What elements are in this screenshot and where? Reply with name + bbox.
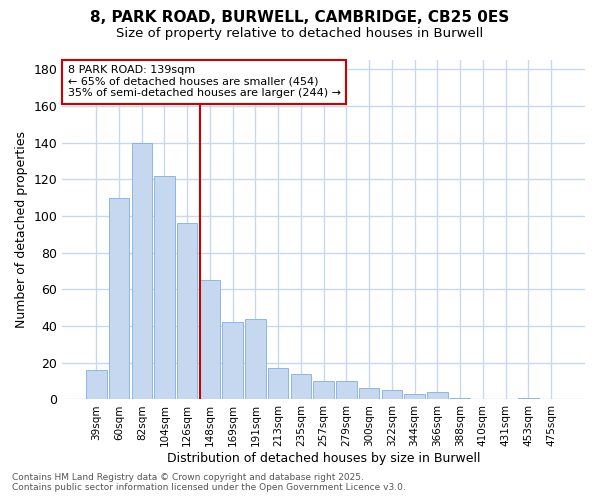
Bar	[268, 368, 289, 400]
Bar	[200, 280, 220, 400]
Text: 8 PARK ROAD: 139sqm
← 65% of detached houses are smaller (454)
35% of semi-detac: 8 PARK ROAD: 139sqm ← 65% of detached ho…	[68, 65, 341, 98]
Bar	[404, 394, 425, 400]
Bar	[177, 224, 197, 400]
Bar	[450, 398, 470, 400]
Bar	[427, 392, 448, 400]
Bar	[223, 322, 243, 400]
Bar	[382, 390, 402, 400]
Bar	[336, 381, 356, 400]
Bar	[359, 388, 379, 400]
Bar	[131, 142, 152, 400]
Text: Contains HM Land Registry data © Crown copyright and database right 2025.
Contai: Contains HM Land Registry data © Crown c…	[12, 473, 406, 492]
Bar	[313, 381, 334, 400]
Y-axis label: Number of detached properties: Number of detached properties	[15, 131, 28, 328]
Bar	[290, 374, 311, 400]
Text: 8, PARK ROAD, BURWELL, CAMBRIDGE, CB25 0ES: 8, PARK ROAD, BURWELL, CAMBRIDGE, CB25 0…	[91, 10, 509, 25]
Bar	[518, 398, 539, 400]
X-axis label: Distribution of detached houses by size in Burwell: Distribution of detached houses by size …	[167, 452, 481, 465]
Bar	[86, 370, 107, 400]
Bar	[154, 176, 175, 400]
Bar	[245, 318, 266, 400]
Text: Size of property relative to detached houses in Burwell: Size of property relative to detached ho…	[116, 28, 484, 40]
Bar	[109, 198, 129, 400]
